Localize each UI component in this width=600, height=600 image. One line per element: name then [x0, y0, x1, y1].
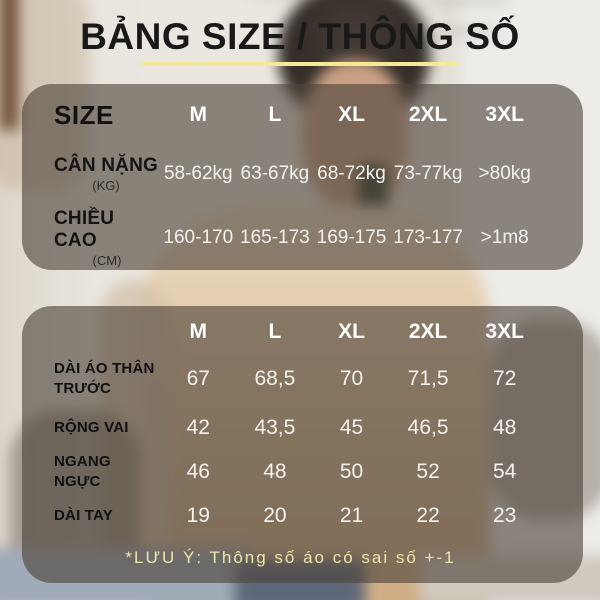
chest-3xl: 54: [493, 460, 517, 483]
shoulder-3xl: 48: [493, 416, 517, 439]
sleeve-xl: 21: [339, 504, 364, 527]
shoulder-l: 43,5: [254, 416, 296, 439]
height-l: 165-173: [240, 227, 310, 248]
weight-3xl: >80kg: [478, 163, 531, 184]
chest-l: 48: [263, 460, 287, 483]
height-m: 160-170: [163, 227, 234, 248]
front-length-2xl: 71,5: [407, 367, 449, 390]
front-length-l: 68,5: [254, 367, 296, 390]
row-label-shoulder: RỘNG VAI: [54, 418, 129, 436]
shoulder-xl: 45: [339, 416, 364, 439]
row-unit-text: (CM): [92, 253, 122, 268]
size-col-2xl: 2XL: [408, 320, 448, 343]
sleeve-2xl: 22: [416, 504, 440, 527]
sleeve-m: 19: [186, 504, 210, 527]
garment-measure-table: M L XL 2XL 3XL DÀI ÁO THÂN TRƯỚC 67 68,5…: [22, 306, 583, 583]
size-col-2xl: 2XL: [408, 103, 448, 126]
row-label-text: CÂN NẶNG: [54, 155, 158, 176]
front-length-xl: 70: [339, 367, 364, 390]
row-unit-text: (KG): [92, 178, 120, 193]
chest-2xl: 52: [416, 460, 440, 483]
height-2xl: 173-177: [393, 227, 463, 248]
height-xl: 169-175: [316, 227, 387, 248]
row-label-front-length: DÀI ÁO THÂN TRƯỚC: [54, 359, 155, 397]
size-col-3xl: 3XL: [485, 320, 524, 343]
table-row-chest: NGANG NGỰC 46 48 50 52 54: [38, 450, 543, 494]
size-col-3xl: 3XL: [485, 103, 524, 126]
sleeve-3xl: 23: [493, 504, 517, 527]
table-row-height: CHIỀU CAO (CM) 160-170 165-173 169-175 1…: [38, 206, 543, 270]
size-col-m: M: [189, 320, 208, 343]
background-doorframe: [0, 0, 18, 130]
row-label-weight: CÂN NẶNG (KG): [38, 155, 160, 193]
chest-xl: 50: [339, 460, 364, 483]
size-corner-label: SIZE: [54, 99, 114, 130]
row-label-chest: NGANG NGỰC: [54, 452, 111, 490]
size-col-l: L: [268, 320, 282, 343]
row-label-sleeve: DÀI TAY: [54, 506, 113, 524]
size-fit-table: SIZE M L XL 2XL 3XL CÂN NẶNG (KG) 58-62k…: [22, 84, 583, 270]
table-row-front-length: DÀI ÁO THÂN TRƯỚC 67 68,5 70 71,5 72: [38, 352, 543, 406]
front-length-m: 67: [186, 367, 210, 390]
wall-text-smudge: [430, 0, 510, 4]
table-header-row: M L XL 2XL 3XL: [38, 312, 543, 352]
table-row-weight: CÂN NẶNG (KG) 58-62kg 63-67kg 68-72kg 73…: [38, 142, 543, 206]
row-label-text: CHIỀU CAO: [54, 208, 115, 251]
page-header: BẢNG SIZE / THÔNG SỐ: [0, 16, 600, 66]
shoulder-m: 42: [186, 416, 210, 439]
weight-m: 58-62kg: [163, 163, 233, 184]
footer-note-row: *LƯU Ý: Thông số áo có sai số +-1: [38, 538, 543, 577]
size-col-xl: XL: [338, 320, 365, 343]
table-header-row: SIZE M L XL 2XL 3XL: [38, 88, 543, 142]
weight-xl: 68-72kg: [317, 163, 386, 184]
height-3xl: >1m8: [480, 227, 529, 248]
size-col-m: M: [189, 103, 208, 126]
size-col-xl: XL: [338, 103, 365, 126]
title-underline: [141, 62, 459, 66]
row-label-height: CHIỀU CAO (CM): [38, 208, 160, 268]
wall-text-smudge: [440, 28, 500, 34]
front-length-3xl: 72: [493, 367, 517, 390]
chest-m: 46: [186, 460, 210, 483]
table-row-sleeve: DÀI TAY 19 20 21 22 23: [38, 494, 543, 538]
size-col-l: L: [268, 103, 282, 126]
table-row-shoulder: RỘNG VAI 42 43,5 45 46,5 48: [38, 406, 543, 450]
sleeve-l: 20: [263, 504, 287, 527]
weight-l: 63-67kg: [240, 163, 310, 184]
tolerance-note: *LƯU Ý: Thông số áo có sai số +-1: [125, 547, 456, 567]
shoulder-2xl: 46,5: [407, 416, 449, 439]
page-title: BẢNG SIZE / THÔNG SỐ: [80, 16, 520, 57]
weight-2xl: 73-77kg: [393, 163, 463, 184]
